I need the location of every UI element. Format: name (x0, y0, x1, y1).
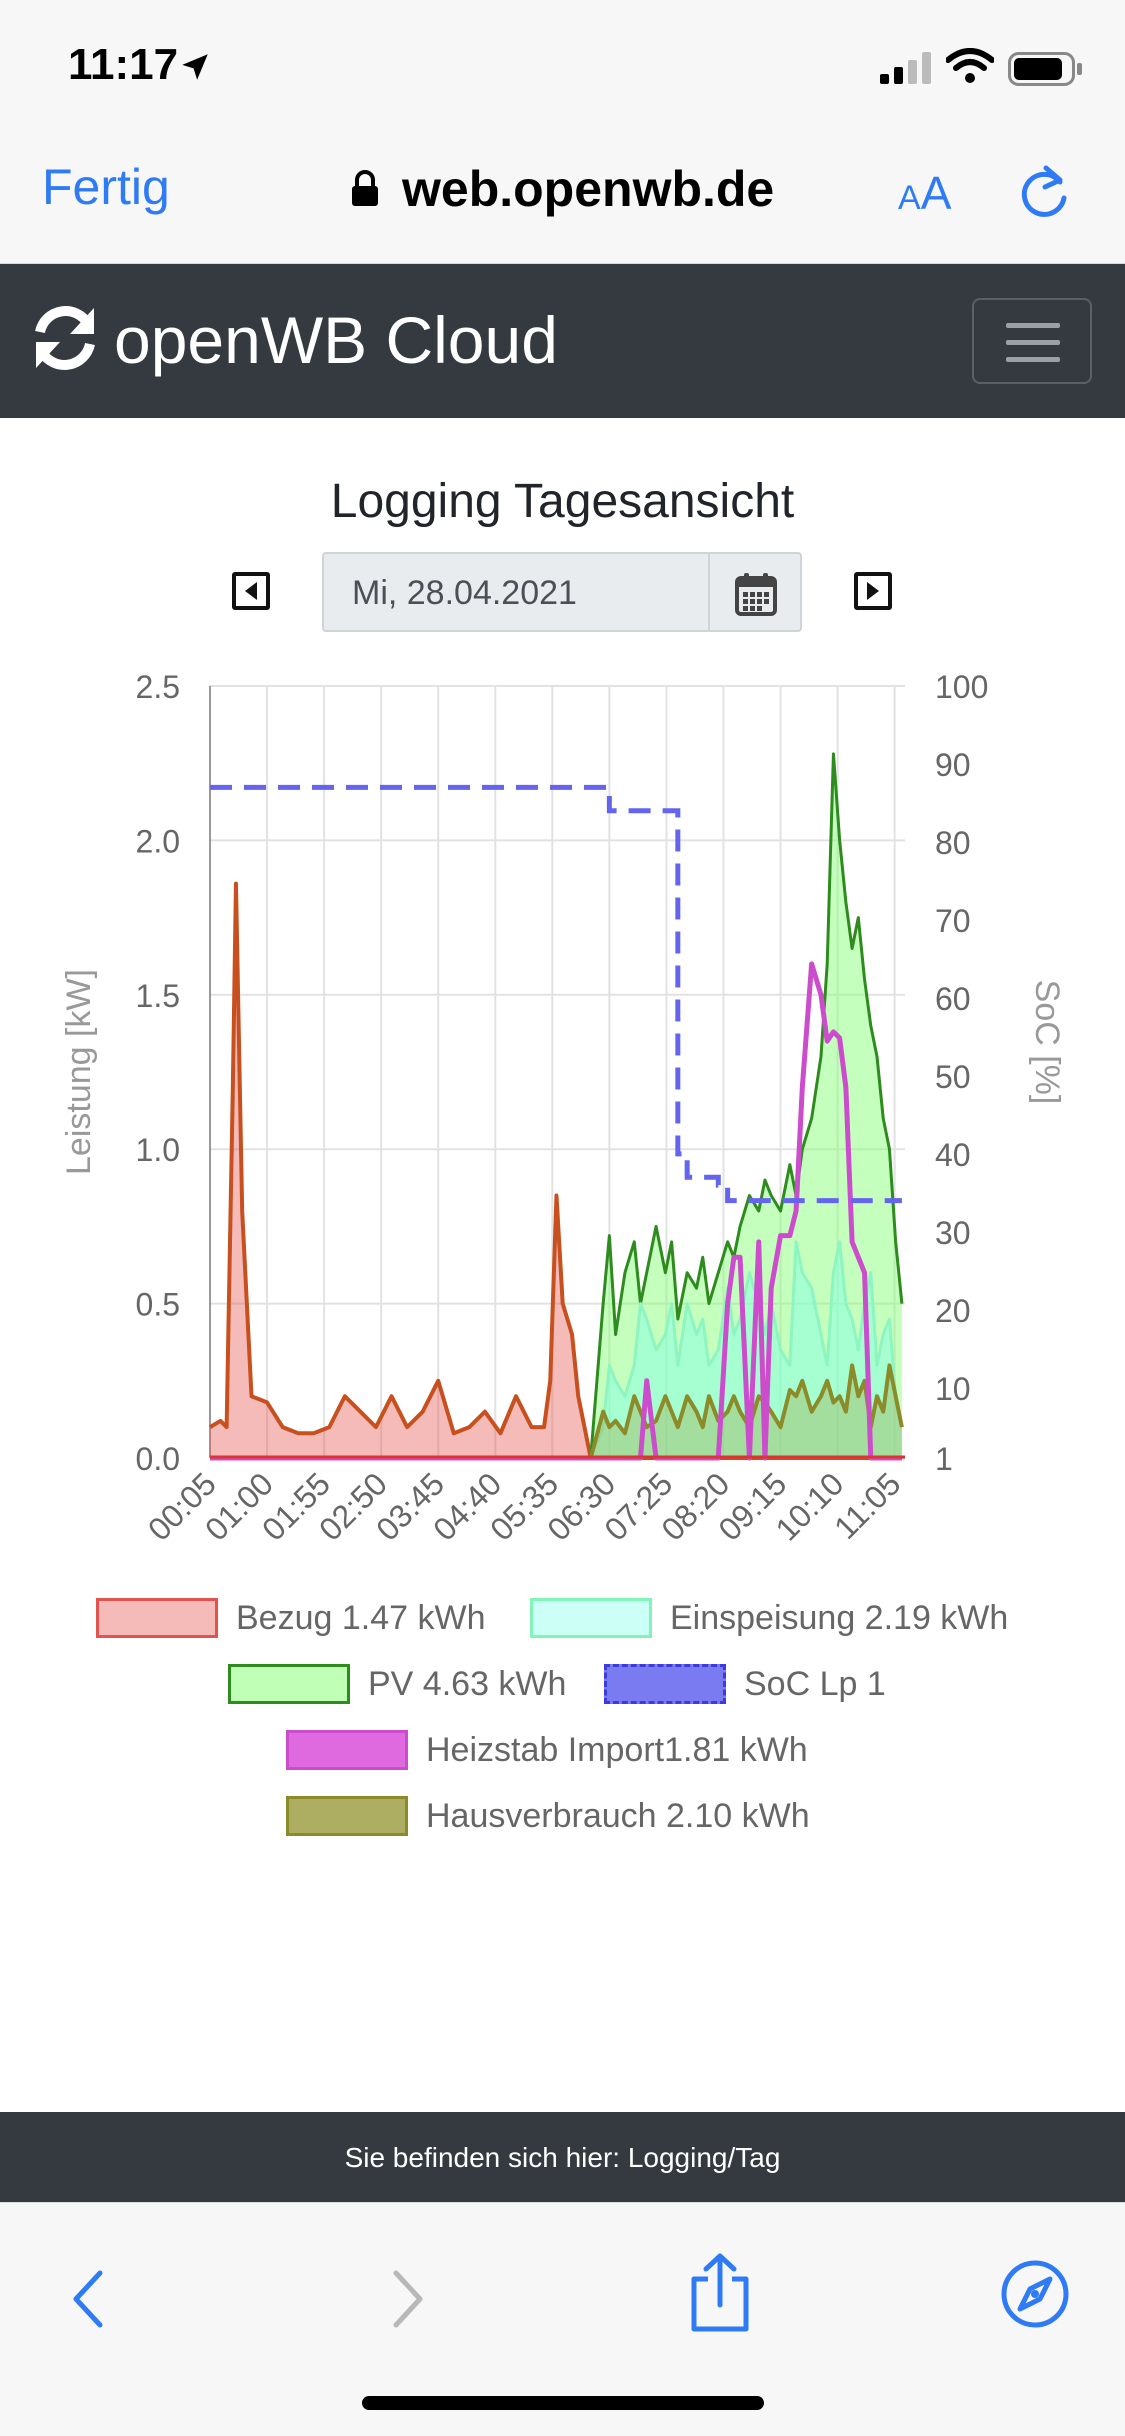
reload-icon[interactable] (1016, 160, 1074, 222)
lock-icon (352, 170, 378, 206)
x-tick-label: 10:10 (768, 1465, 850, 1547)
menu-toggle-button[interactable] (972, 298, 1092, 384)
y-tick-label: 0.5 (136, 1287, 180, 1323)
legend-swatch-pv (228, 1664, 350, 1704)
y2-tick-label: 40 (935, 1137, 971, 1173)
legend-item-pv[interactable]: PV 4.63 kWh (228, 1664, 566, 1704)
legend-item-heizstab[interactable]: Heizstab Import1.81 kWh (286, 1730, 808, 1770)
location-arrow-icon (182, 54, 208, 80)
sync-icon[interactable] (32, 302, 98, 374)
legend-swatch-bezug (96, 1598, 218, 1638)
home-indicator (362, 2396, 764, 2410)
legend-swatch-hausverbrauch (286, 1796, 408, 1836)
wifi-icon (946, 48, 994, 83)
browser-top-bar: Fertig web.openwb.de AA (0, 130, 1125, 264)
series-area-bezug (210, 883, 902, 1458)
hamburger-icon (1006, 357, 1060, 362)
status-time: 11:17 (68, 40, 179, 89)
y2-tick-label: 20 (935, 1293, 971, 1329)
legend-swatch-einspeisung (530, 1598, 652, 1638)
text-size-button[interactable]: AA (898, 166, 951, 220)
share-icon[interactable] (688, 2253, 752, 2333)
y-tick-label: 2.0 (136, 823, 180, 859)
legend-item-einspeisung[interactable]: Einspeisung 2.19 kWh (530, 1598, 1008, 1638)
next-day-button[interactable] (854, 572, 892, 610)
y2-tick-label: 90 (935, 747, 971, 783)
y-tick-label: 2.5 (136, 669, 180, 705)
hamburger-icon (1006, 340, 1060, 345)
legend-swatch-heizstab (286, 1730, 408, 1770)
footer-breadcrumb: Sie befinden sich hier: Logging/Tag (0, 2112, 1125, 2202)
page-title: Logging Tagesansicht (330, 475, 795, 528)
y2-tick-label: 1 (935, 1441, 953, 1477)
caret-right-icon (867, 582, 879, 600)
date-input[interactable]: Mi, 28.04.2021 (322, 552, 710, 632)
logging-chart: 0.0 0.5 1.0 1.5 2.0 2.5 1 10 20 30 40 50 60 70 80 90 100… (60, 669, 1066, 1548)
y2-axis-title: SoC [%] (1028, 980, 1066, 1105)
series-line-soc (210, 784, 902, 1204)
legend-item-hausverbrauch[interactable]: Hausverbrauch 2.10 kWh (286, 1796, 810, 1836)
y-axis-title: Leistung [kW] (60, 969, 98, 1175)
aa-small-label: A (898, 179, 921, 217)
forward-icon[interactable] (388, 2269, 428, 2329)
prev-day-button[interactable] (232, 572, 270, 610)
y2-tick-label: 10 (935, 1371, 971, 1407)
y-tick-label: 1.0 (136, 1132, 180, 1168)
caret-left-icon (245, 582, 257, 600)
status-bar: 11:17 (0, 0, 1125, 130)
legend-swatch-soc (604, 1664, 726, 1704)
y2-tick-label: 50 (935, 1059, 971, 1095)
legend-label-soc: SoC Lp 1 (744, 1664, 886, 1703)
series-area-hausverbrauch (210, 1365, 902, 1458)
cellular-signal-icon (880, 52, 931, 84)
calendar-icon (735, 573, 777, 616)
legend-label-hausverbrauch: Hausverbrauch 2.10 kWh (426, 1796, 810, 1835)
aa-big-label: A (920, 167, 952, 219)
legend-label-heizstab: Heizstab Import1.81 kWh (426, 1730, 808, 1769)
legend-item-soc[interactable]: SoC Lp 1 (604, 1664, 886, 1704)
hamburger-icon (1006, 323, 1060, 328)
legend-label-einspeisung: Einspeisung 2.19 kWh (670, 1598, 1009, 1637)
x-tick-label: 11:05 (827, 1465, 907, 1545)
navbar: openWB Cloud (0, 264, 1125, 418)
y-tick-label: 1.5 (136, 978, 180, 1014)
y2-tick-label: 100 (935, 669, 988, 705)
battery-icon (1008, 52, 1082, 86)
address-bar[interactable]: web.openwb.de (350, 160, 774, 218)
done-button[interactable]: Fertig (42, 159, 170, 215)
y2-tick-label: 60 (935, 981, 971, 1017)
compass-icon[interactable] (1000, 2259, 1070, 2329)
back-icon[interactable] (68, 2269, 108, 2329)
y2-tick-label: 30 (935, 1215, 971, 1251)
brand-name[interactable]: openWB Cloud (114, 303, 558, 377)
y2-tick-label: 70 (935, 903, 971, 939)
legend-item-bezug[interactable]: Bezug 1.47 kWh (96, 1598, 485, 1638)
url-text: web.openwb.de (402, 161, 775, 217)
legend-label-pv: PV 4.63 kWh (368, 1664, 567, 1703)
calendar-button[interactable] (708, 552, 802, 632)
legend-label-bezug: Bezug 1.47 kWh (236, 1598, 486, 1637)
y2-tick-label: 80 (935, 825, 971, 861)
y-tick-label: 0.0 (136, 1441, 180, 1477)
